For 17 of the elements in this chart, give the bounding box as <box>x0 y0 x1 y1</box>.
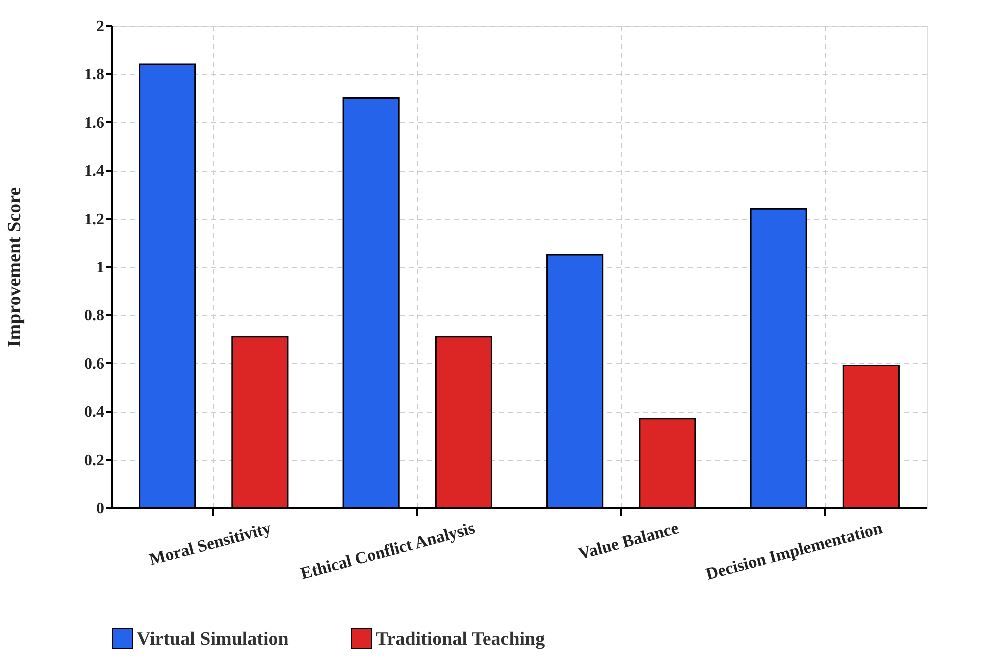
y-tick-label: 2 <box>96 18 104 36</box>
y-tick-label: 1 <box>96 260 104 276</box>
y-tick-label: 1.4 <box>84 163 104 180</box>
y-tick-label: 0.2 <box>84 452 104 470</box>
y-tick-label: 0.6 <box>84 356 104 373</box>
y-axis-title: Improvement Score <box>4 187 26 348</box>
legend-label: Traditional Teaching <box>376 628 546 650</box>
x-tick-label: Moral Sensitivity <box>147 518 274 570</box>
y-tick-label: 1.6 <box>84 114 104 132</box>
y-tick-label: 1.2 <box>84 211 104 228</box>
x-tick-label: Value Balance <box>576 518 682 564</box>
x-tick-label: Ethical Conflict Analysis <box>298 518 478 584</box>
y-tick-label: 1.8 <box>84 66 104 84</box>
y-tick-label: 0 <box>96 500 104 518</box>
y-tick-label: 0.4 <box>84 404 104 422</box>
legend-label: Virtual Simulation <box>137 628 290 650</box>
y-tick-label: 0.8 <box>84 308 104 325</box>
